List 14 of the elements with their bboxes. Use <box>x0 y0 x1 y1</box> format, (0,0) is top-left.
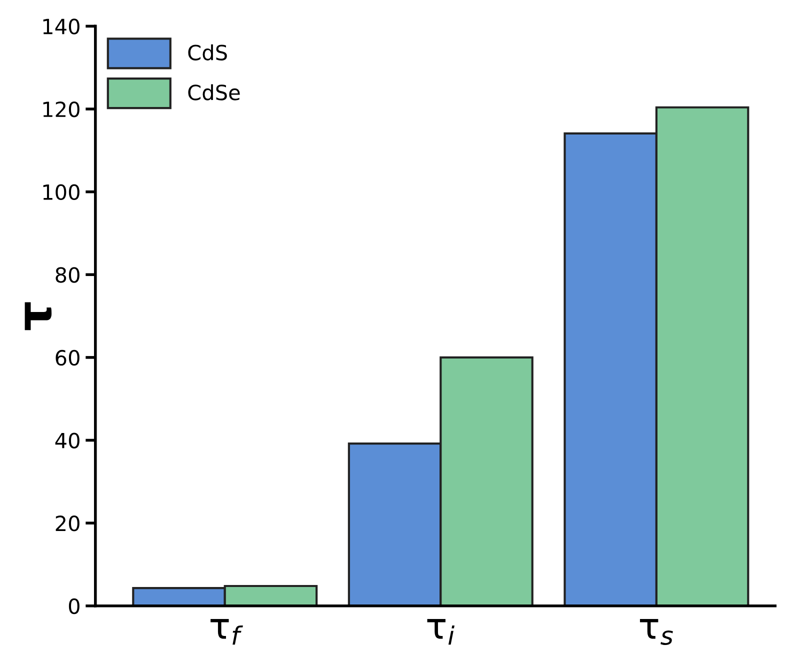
legend-label: CdSe <box>188 84 240 100</box>
y-tick-label: 120 <box>43 101 80 118</box>
x-tick-label: τ$_{s}$ <box>640 619 673 646</box>
y-tick-label: 140 <box>43 18 80 34</box>
y-tick-label: 100 <box>43 184 80 200</box>
y-tick-label: 0 <box>68 598 80 614</box>
y-axis-title: τ <box>24 302 52 330</box>
legend-label: CdS <box>188 44 227 60</box>
x-tick-label: τ$_{i}$ <box>427 619 454 645</box>
y-tick-label: 80 <box>56 267 80 283</box>
y-tick-label: 60 <box>56 350 80 366</box>
y-tick-label: 40 <box>55 432 80 448</box>
y-tick-label: 20 <box>56 516 80 532</box>
x-tick-label: τ$_{f}$ <box>210 619 243 645</box>
